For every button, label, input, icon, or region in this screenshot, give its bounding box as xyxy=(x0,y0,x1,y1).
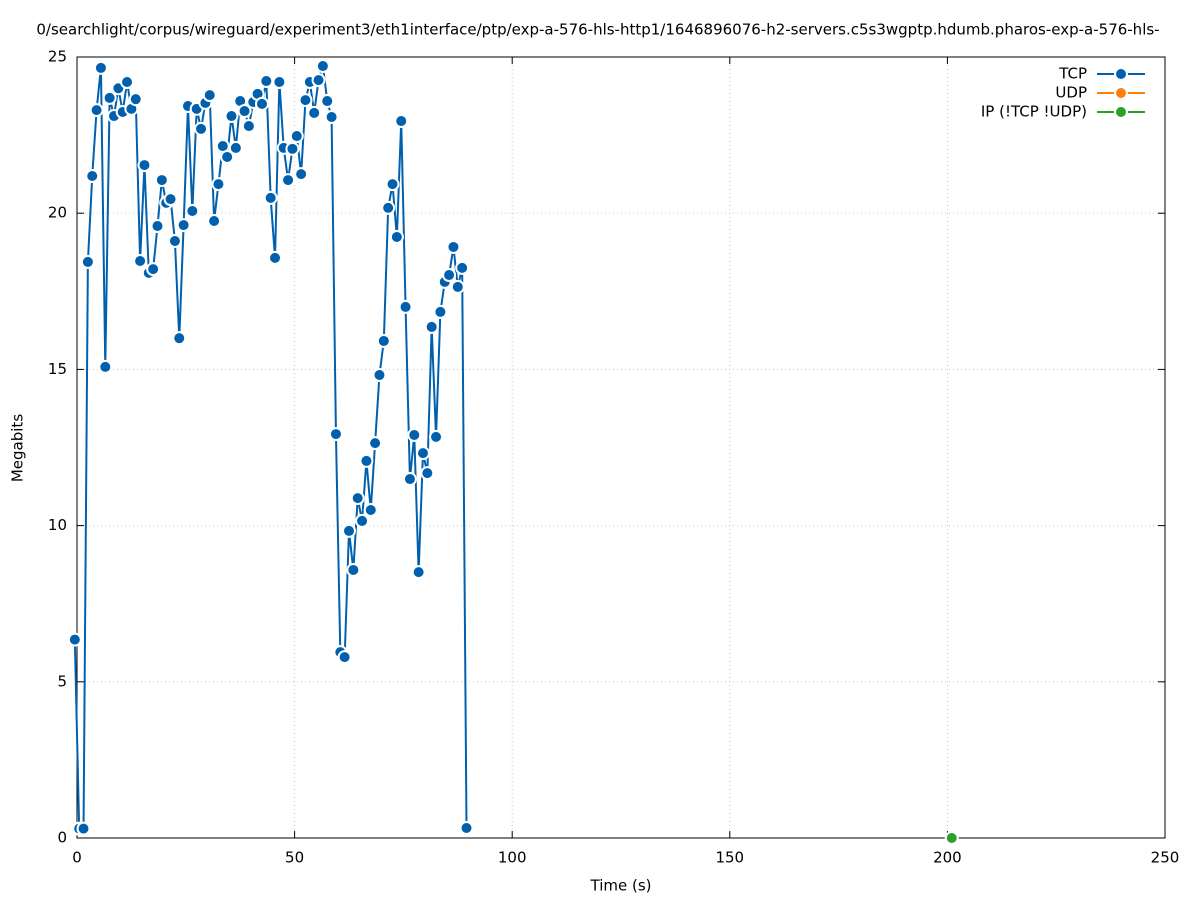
data-point xyxy=(324,109,339,124)
data-point xyxy=(307,105,322,120)
data-point xyxy=(146,262,161,277)
x-axis-label: Time (s) xyxy=(590,877,652,895)
data-point xyxy=(376,333,391,348)
data-point xyxy=(381,200,396,215)
x-tick-label: 200 xyxy=(933,849,962,867)
y-tick-label: 25 xyxy=(48,48,67,66)
data-point xyxy=(133,253,148,268)
data-point xyxy=(442,268,457,283)
data-point xyxy=(211,177,226,192)
data-point xyxy=(411,565,426,580)
data-point xyxy=(337,650,352,665)
data-point xyxy=(263,190,278,205)
data-point xyxy=(259,74,274,89)
data-point xyxy=(415,446,430,461)
data-point xyxy=(120,74,135,89)
data-point xyxy=(185,204,200,219)
data-point xyxy=(346,562,361,577)
legend-marker xyxy=(1114,67,1128,81)
data-point xyxy=(241,119,256,134)
data-point xyxy=(433,304,448,319)
data-point xyxy=(228,140,243,155)
data-point xyxy=(398,299,413,314)
data-point xyxy=(407,428,422,443)
data-point xyxy=(359,453,374,468)
data-point xyxy=(368,436,383,451)
data-point xyxy=(372,368,387,383)
x-tick-label: 50 xyxy=(285,849,304,867)
data-point xyxy=(172,331,187,346)
data-point xyxy=(194,121,209,136)
plot-border xyxy=(76,56,1166,839)
data-point xyxy=(455,260,470,275)
legend-label: TCP xyxy=(1058,65,1087,83)
data-point xyxy=(154,173,169,188)
data-point xyxy=(450,279,465,294)
data-point xyxy=(311,73,326,88)
data-point xyxy=(207,214,222,229)
data-point xyxy=(89,103,104,118)
data-point xyxy=(944,831,959,845)
data-point xyxy=(272,74,287,89)
data-point xyxy=(137,158,152,173)
legend-label: IP (!TCP !UDP) xyxy=(981,103,1087,121)
data-point xyxy=(363,502,378,517)
data-point xyxy=(350,491,365,506)
data-point xyxy=(80,254,95,269)
data-point xyxy=(389,229,404,244)
legend-label: UDP xyxy=(1055,84,1087,102)
y-tick-label: 0 xyxy=(57,829,67,847)
data-point xyxy=(220,149,235,164)
data-point xyxy=(281,173,296,188)
data-point xyxy=(355,513,370,528)
data-point xyxy=(342,523,356,538)
data-point xyxy=(320,94,335,109)
data-point xyxy=(128,92,143,107)
data-point xyxy=(402,472,417,487)
data-point xyxy=(294,167,309,182)
data-point xyxy=(224,109,239,124)
data-point xyxy=(446,239,461,254)
y-tick-label: 20 xyxy=(48,204,67,222)
data-point xyxy=(315,59,330,74)
data-point xyxy=(202,88,217,103)
data-point xyxy=(67,632,82,647)
data-point xyxy=(254,96,269,111)
data-point xyxy=(98,359,113,374)
data-point xyxy=(85,169,100,184)
data-point xyxy=(237,104,252,119)
legend-marker xyxy=(1114,86,1128,100)
data-point xyxy=(385,177,400,192)
data-point xyxy=(328,427,343,442)
data-point xyxy=(420,466,435,481)
data-point xyxy=(76,821,91,836)
data-point xyxy=(150,219,165,234)
data-point xyxy=(459,821,474,836)
y-tick-label: 15 xyxy=(48,360,67,378)
data-point xyxy=(424,319,439,334)
chart-title: 0/searchlight/corpus/wireguard/experimen… xyxy=(36,21,1159,39)
series-line xyxy=(73,65,468,830)
y-axis-label: Megabits xyxy=(9,414,27,482)
y-tick-label: 5 xyxy=(57,672,67,690)
data-point xyxy=(163,192,178,207)
x-tick-label: 100 xyxy=(498,849,527,867)
data-point xyxy=(285,141,300,156)
data-point xyxy=(289,129,304,144)
data-point xyxy=(176,218,191,233)
legend-marker xyxy=(1114,105,1128,119)
y-tick-label: 10 xyxy=(48,516,67,534)
data-point xyxy=(167,234,182,249)
data-point xyxy=(298,93,313,108)
data-point xyxy=(429,429,444,444)
data-point xyxy=(394,114,409,129)
x-tick-label: 0 xyxy=(72,849,82,867)
data-point xyxy=(268,250,283,265)
x-tick-label: 150 xyxy=(715,849,744,867)
x-tick-label: 250 xyxy=(1151,849,1180,867)
data-point xyxy=(102,90,117,105)
data-point xyxy=(93,60,108,75)
